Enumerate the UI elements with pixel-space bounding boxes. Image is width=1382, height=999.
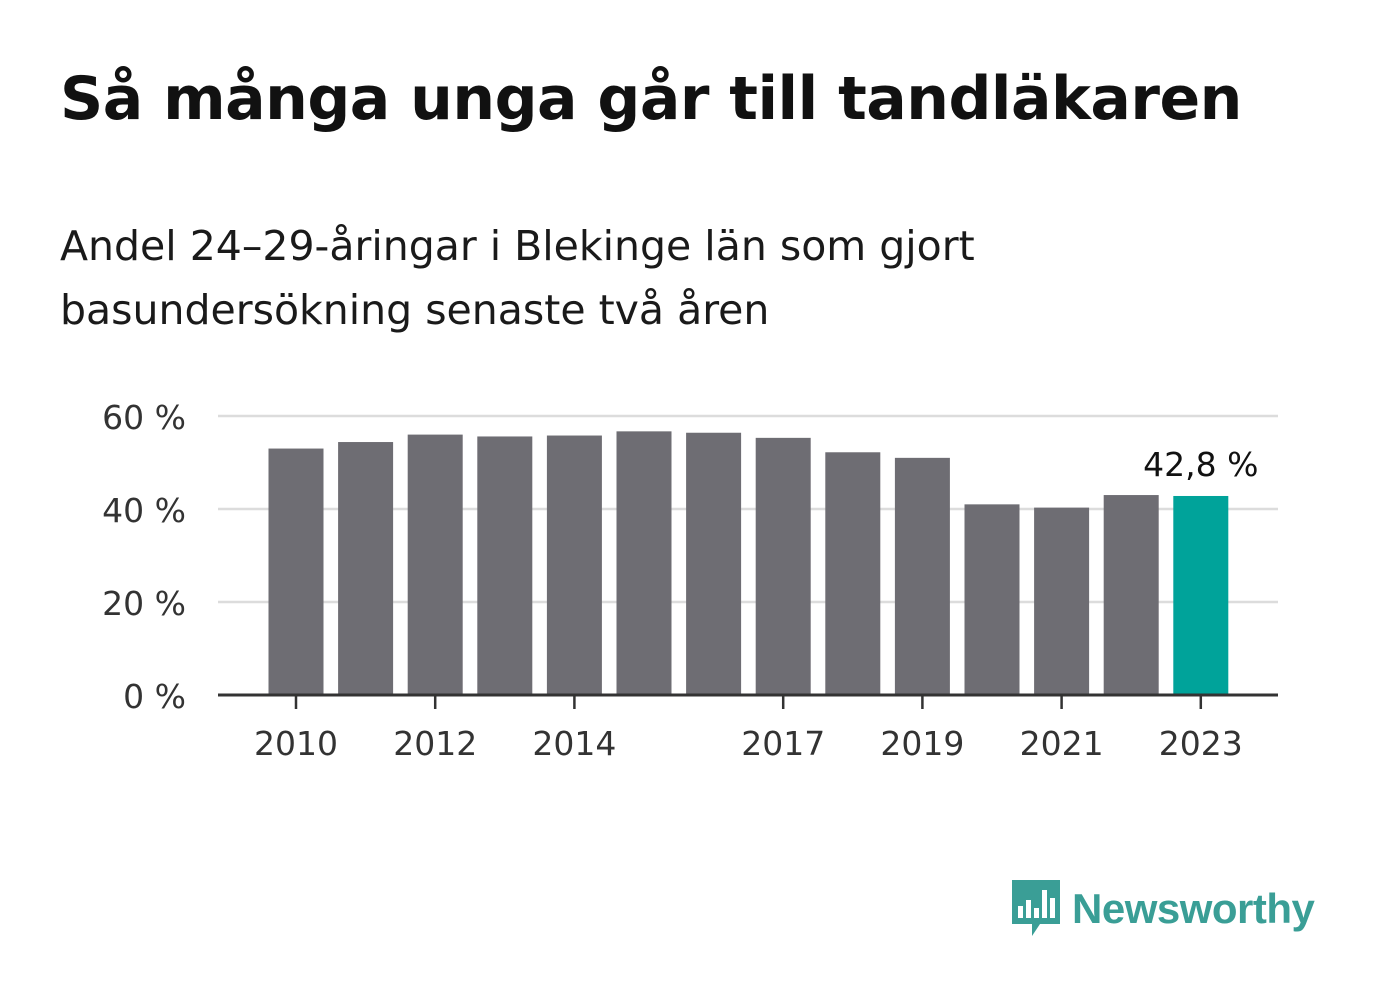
bar-2012 — [407, 434, 463, 695]
x-axis-labels: 2010 2012 2014 2017 2019 2021 2023 — [254, 724, 1243, 763]
bar-2021 — [1034, 507, 1090, 695]
bar-2011 — [338, 442, 394, 695]
bar-2013 — [477, 436, 533, 695]
y-tick-label: 60 % — [102, 398, 186, 437]
bar-2018 — [825, 452, 881, 695]
newsworthy-logo-icon — [1012, 880, 1060, 936]
y-tick-label: 40 % — [102, 491, 186, 530]
newsworthy-logo: Newsworthy — [1010, 878, 1315, 940]
x-tick-label: 2019 — [880, 724, 964, 763]
x-tick-label: 2021 — [1020, 724, 1104, 763]
bar-2020 — [964, 504, 1020, 695]
bar-2017 — [755, 437, 811, 695]
brand-name: Newsworthy — [1072, 885, 1315, 932]
y-tick-label: 0 % — [123, 677, 186, 716]
bars — [268, 431, 1229, 695]
x-tick-label: 2023 — [1159, 724, 1243, 763]
y-tick-label: 20 % — [102, 584, 186, 623]
y-axis-labels: 0 % 20 % 40 % 60 % — [102, 398, 186, 716]
x-tick-label: 2012 — [393, 724, 477, 763]
bar-2015 — [616, 431, 672, 695]
highlight-data-label: 42,8 % — [1143, 445, 1258, 484]
bar-2023 — [1173, 495, 1229, 695]
x-tick-label: 2017 — [741, 724, 825, 763]
bar-2019 — [894, 457, 950, 695]
grid-lines — [218, 414, 1278, 604]
x-tick-label: 2014 — [532, 724, 616, 763]
chart-title: Så många unga går till tandläkaren — [60, 64, 1242, 134]
x-axis — [218, 693, 1278, 709]
annotations: 42,8 % — [1143, 445, 1258, 484]
x-tick-label: 2010 — [254, 724, 338, 763]
bar-2014 — [546, 435, 602, 695]
chart-subtitle: Andel 24–29-åringar i Blekinge län som g… — [60, 222, 975, 334]
bar-2016 — [686, 432, 742, 695]
bar-2022 — [1103, 495, 1159, 695]
bar-2010 — [268, 448, 324, 695]
